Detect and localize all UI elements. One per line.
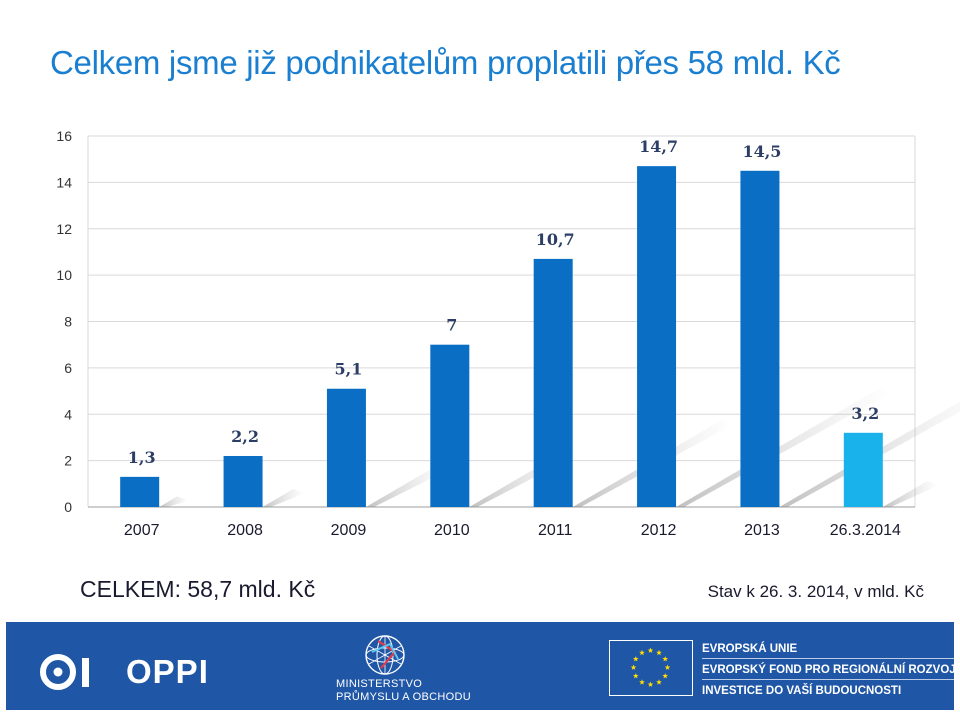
ministry-line-2: PRŮMYSLU A OBCHODU	[336, 691, 471, 703]
bar-2010	[430, 344, 470, 507]
bar-shadow	[676, 387, 893, 507]
bar-2009	[326, 388, 366, 507]
bar-shadow	[882, 481, 940, 507]
ministry-logo: MINISTERSTVO PRŮMYSLU A OBCHODU	[330, 632, 480, 706]
total-summary: CELKEM: 58,7 mld. Kč	[80, 576, 316, 602]
y-tick-label: 16	[56, 128, 72, 144]
eu-star	[639, 649, 645, 656]
bar-shadow	[365, 465, 449, 507]
x-tick-label: 2008	[227, 522, 263, 539]
eu-star	[630, 664, 637, 670]
oppi-logo-icon	[38, 650, 98, 694]
y-tick-label: 6	[64, 360, 72, 376]
data-label: 10,7	[536, 230, 575, 249]
x-tick-label: 26.3.2014	[830, 522, 901, 539]
bar-shadow	[262, 489, 306, 507]
eu-star	[632, 656, 639, 662]
eu-funding-text: EVROPSKÁ UNIE EVROPSKÝ FOND PRO REGIONÁL…	[702, 639, 960, 702]
bar-26.3.2014	[843, 432, 883, 507]
data-label: 5,1	[335, 360, 363, 379]
x-tick-label: 2012	[641, 522, 677, 539]
eu-star	[639, 679, 645, 685]
bar-2012	[637, 166, 677, 508]
data-label: 2,2	[231, 427, 259, 446]
eu-flag-icon	[609, 640, 693, 696]
x-tick-label: 2011	[538, 522, 573, 539]
data-label: 14,5	[742, 142, 781, 161]
x-tick-label: 2013	[744, 522, 780, 539]
eu-line-1: EVROPSKÁ UNIE	[702, 639, 960, 660]
data-label: 3,2	[851, 404, 879, 423]
ministry-name: MINISTERSTVO PRŮMYSLU A OBCHODU	[336, 678, 471, 704]
bar-2013	[740, 170, 780, 507]
as-of-note: Stav k 26. 3. 2014, v mld. Kč	[707, 582, 924, 601]
data-label: 1,3	[128, 448, 156, 467]
eu-star	[664, 664, 671, 670]
oppi-label: OPPI	[126, 653, 209, 690]
bar-shadow	[159, 496, 190, 507]
eu-line-2: EVROPSKÝ FOND PRO REGIONÁLNÍ ROZVOJ	[702, 660, 960, 681]
eu-line-3: INVESTICE DO VAŠÍ BUDOUCNOSTI	[702, 685, 902, 697]
eu-star	[647, 681, 654, 687]
bars	[120, 166, 883, 508]
y-tick-label: 14	[56, 174, 72, 190]
data-label: 7	[446, 316, 457, 335]
eu-star	[632, 673, 639, 679]
footer-banner: OPPI MINISTERSTVO PRŮMYSLU A OBCHODU EVR…	[6, 622, 960, 710]
eu-star	[662, 656, 669, 662]
eu-star	[647, 647, 654, 653]
oppi-logo: OPPI	[38, 650, 209, 694]
bar-2008	[223, 455, 263, 507]
bar-2007	[120, 476, 160, 507]
gridlines	[87, 135, 916, 508]
x-tick-label: 2007	[124, 522, 160, 539]
bar-2011	[533, 258, 573, 507]
y-tick-label: 4	[64, 406, 72, 422]
x-tick-label: 2010	[434, 522, 470, 539]
y-tick-label: 8	[64, 314, 72, 330]
data-label: 14,7	[639, 137, 678, 156]
y-tick-label: 0	[64, 499, 72, 515]
x-axis: 2007 2008 2009 2010 2011 2012 2013 26.3.2014	[124, 522, 901, 539]
y-tick-label: 2	[64, 453, 72, 469]
page-title: Celkem jsme již podnikatelům proplatili …	[50, 44, 841, 81]
x-tick-label: 2009	[331, 522, 367, 539]
data-labels: 1,3 2,2 5,1 7 10,7 14,7 14,5 3,2	[128, 137, 879, 467]
y-tick-label: 12	[56, 221, 72, 237]
eu-star	[662, 673, 669, 679]
eu-star	[656, 649, 662, 656]
ministry-line-1: MINISTERSTVO	[336, 678, 423, 690]
y-tick-label: 10	[56, 267, 72, 283]
y-axis: 0 2 4 6 8 10 12 14 16	[56, 128, 72, 515]
ministry-globe-icon	[348, 632, 422, 683]
eu-star	[656, 679, 662, 685]
